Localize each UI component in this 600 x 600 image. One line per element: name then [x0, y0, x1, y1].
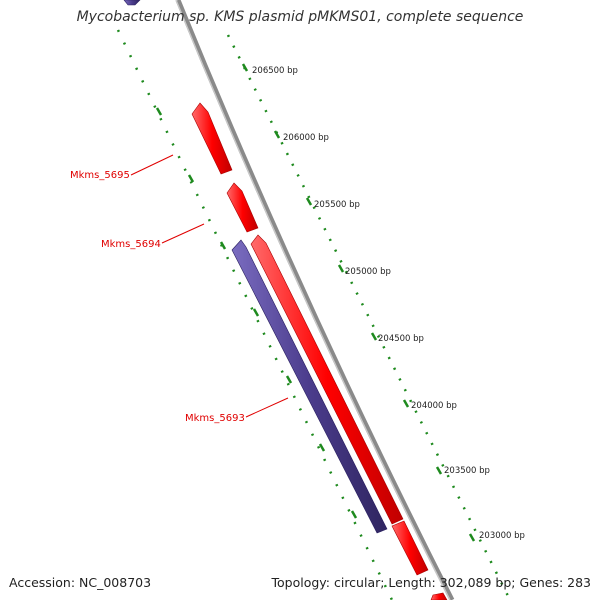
leader-line-mkms-5695	[130, 154, 174, 176]
gene-arrow-large-forward[interactable]	[250, 234, 404, 525]
leader-line-mkms-5694	[161, 223, 205, 244]
gene-arrow-mkms-5695[interactable]	[191, 102, 233, 175]
gene-label-mkms-5694[interactable]: Mkms_5694	[101, 239, 161, 250]
scale-label-205000: 205000 bp	[345, 267, 391, 277]
scale-label-203500: 203500 bp	[444, 466, 490, 476]
gene-label-mkms-5693[interactable]: Mkms_5693	[185, 413, 245, 424]
accession-label: Accession: NC_008703	[9, 575, 152, 590]
scale-tick-marks	[155, 63, 476, 542]
sequence-backbone-highlight	[175, 0, 451, 600]
inner-scale-ring	[116, 29, 394, 600]
gene-arrow-mkms-5694[interactable]	[226, 182, 259, 233]
gene-arrow-forward-next[interactable]	[391, 520, 429, 576]
scale-label-206500: 206500 bp	[252, 66, 298, 76]
leader-line-mkms-5693	[245, 397, 289, 418]
sequence-backbone	[175, 0, 455, 600]
scale-label-206000: 206000 bp	[283, 133, 329, 143]
scale-label-204000: 204000 bp	[411, 401, 457, 411]
gene-arrow-reverse-top[interactable]	[123, 0, 141, 6]
gene-arrow-forward-bottom[interactable]	[430, 592, 448, 600]
scale-label-205500: 205500 bp	[314, 200, 360, 210]
scale-label-203000: 203000 bp	[479, 531, 525, 541]
gene-arrow-mkms-5693[interactable]	[231, 239, 388, 534]
map-title: Mycobacterium sp. KMS plasmid pMKMS01, c…	[76, 9, 524, 25]
scale-label-204500: 204500 bp	[378, 334, 424, 344]
topology-label: Topology: circular; Length: 302,089 bp; …	[271, 575, 592, 590]
gene-label-mkms-5695[interactable]: Mkms_5695	[70, 170, 130, 181]
